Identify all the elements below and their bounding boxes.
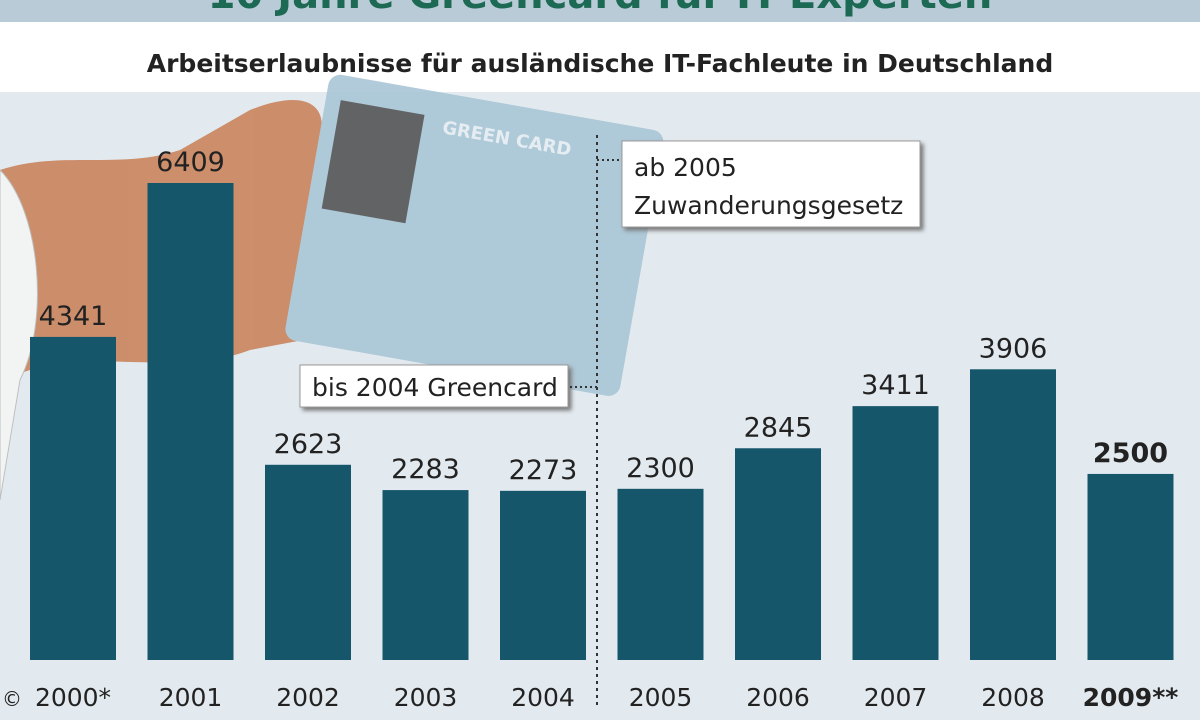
copyright: © [2, 687, 22, 711]
x-tick-label: 2007 [864, 683, 928, 712]
bar [852, 406, 939, 660]
title-band [0, 0, 1200, 22]
bar [265, 464, 351, 660]
value-label: 3411 [861, 370, 930, 401]
x-tick-label: 2000* [35, 683, 111, 712]
bar [500, 490, 586, 660]
x-tick-label: 2006 [746, 683, 810, 712]
bar [147, 183, 234, 660]
value-label: 2273 [509, 455, 578, 486]
annotation-after: ab 2005 Zuwanderungsgesetz [597, 140, 921, 228]
annotation-text: bis 2004 Greencard [312, 373, 558, 402]
x-tick-label: 2009** [1083, 683, 1179, 712]
subtitle-band [0, 22, 1200, 92]
value-label: 2283 [391, 454, 460, 485]
illustration: GREEN CARD [0, 74, 664, 501]
value-label: 2845 [744, 412, 813, 443]
bar [617, 488, 704, 660]
bar [970, 369, 1056, 660]
value-label: 4341 [39, 301, 108, 332]
value-label: 2623 [274, 429, 343, 460]
annotation-text: Zuwanderungsgesetz [634, 191, 903, 220]
chart-subtitle: Arbeitserlaubnisse für ausländische IT-F… [147, 49, 1054, 78]
value-label: 2500 [1093, 438, 1168, 469]
x-tick-label: 2004 [511, 683, 575, 712]
bar [382, 490, 469, 660]
bar [735, 448, 821, 660]
annotation-text: ab 2005 [634, 153, 737, 182]
annotation-before: bis 2004 Greencard [299, 364, 597, 408]
x-tick-label: 2003 [394, 683, 458, 712]
x-tick-label: 2002 [276, 683, 340, 712]
x-tick-label: 2001 [159, 683, 223, 712]
x-tick-label: 2008 [981, 683, 1045, 712]
value-label: 6409 [156, 147, 225, 178]
value-label: 2300 [626, 453, 695, 484]
chart-title: 10 Jahre Greencard für IT-Experten [208, 0, 993, 18]
x-tick-label: 2005 [629, 683, 693, 712]
bar [30, 336, 116, 660]
bar [1087, 473, 1174, 660]
value-label: 3906 [979, 333, 1048, 364]
